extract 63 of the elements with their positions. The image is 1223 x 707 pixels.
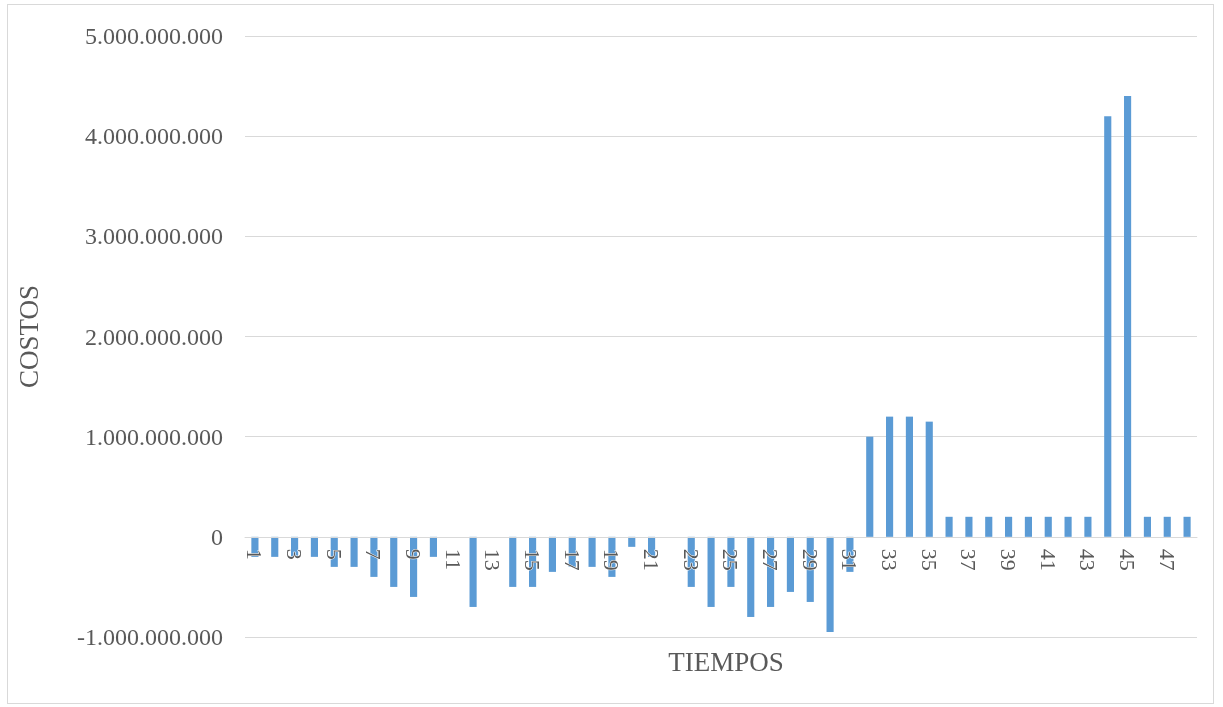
x-tick-label: 13: [480, 548, 506, 571]
bar: [429, 536, 437, 557]
bar: [786, 536, 794, 592]
bar: [826, 536, 834, 632]
x-tick-label: 15: [520, 548, 546, 571]
x-tick-label: 1: [242, 548, 268, 560]
y-tick-label: 0: [211, 523, 223, 550]
bar: [588, 536, 596, 567]
bar: [707, 536, 715, 607]
x-tick-label: 31: [837, 548, 863, 571]
y-tick-label: 5.000.000.000: [85, 23, 223, 49]
bar: [866, 436, 874, 537]
y-tick-label: 2.000.000.000: [85, 323, 223, 350]
bar: [1143, 516, 1151, 537]
bar: [985, 516, 993, 537]
bar: [1124, 96, 1132, 537]
bar: [390, 536, 398, 587]
x-tick-label: 9: [401, 548, 427, 560]
bar: [886, 416, 894, 537]
bar: [1183, 516, 1191, 537]
x-tick-label: 21: [639, 548, 665, 571]
y-tick-label: 1.000.000.000: [85, 423, 223, 450]
x-tick-label: 25: [718, 548, 744, 571]
bar: [1104, 116, 1112, 537]
bar: [1084, 516, 1092, 537]
x-tick-label: 27: [758, 548, 784, 571]
bar: [469, 536, 477, 607]
bar: [310, 536, 318, 557]
x-tick-label: 43: [1075, 548, 1101, 571]
bar: [548, 536, 556, 572]
bar: [350, 536, 358, 567]
x-tick-label: 39: [996, 548, 1022, 571]
bar: [945, 516, 953, 537]
bar: [1044, 516, 1052, 537]
x-tick-label: 45: [1115, 548, 1141, 571]
x-tick-label: 5: [321, 548, 347, 560]
y-axis-title: COSTOS: [13, 284, 44, 389]
y-tick-label: 3.000.000.000: [85, 223, 223, 250]
x-tick-label: 19: [599, 548, 625, 571]
bar: [271, 536, 279, 557]
y-tick-label: -1.000.000.000: [77, 624, 223, 650]
x-tick-label: 3: [282, 548, 308, 560]
x-axis-title: TIEMPOS: [668, 646, 784, 677]
y-tick-label: 4.000.000.000: [85, 123, 223, 150]
x-tick-label: 7: [361, 548, 387, 560]
bar: [905, 416, 913, 537]
x-tick-label: 23: [678, 548, 704, 571]
bar: [1064, 516, 1072, 537]
bar: [925, 421, 933, 537]
x-tick-label: 17: [559, 548, 585, 571]
bar: [1024, 516, 1032, 537]
bar: [965, 516, 973, 537]
bar: [1005, 516, 1013, 537]
x-tick-label: 11: [440, 548, 466, 571]
bar: [1163, 516, 1171, 537]
x-tick-label: 41: [1035, 548, 1061, 571]
x-tick-label: 35: [916, 548, 942, 571]
x-tick-label: 29: [797, 548, 823, 571]
bar: [509, 536, 517, 587]
x-tick-label: 47: [1154, 548, 1180, 571]
bar: [747, 536, 755, 617]
x-tick-label: 37: [956, 548, 982, 571]
x-tick-label: 33: [877, 548, 903, 571]
